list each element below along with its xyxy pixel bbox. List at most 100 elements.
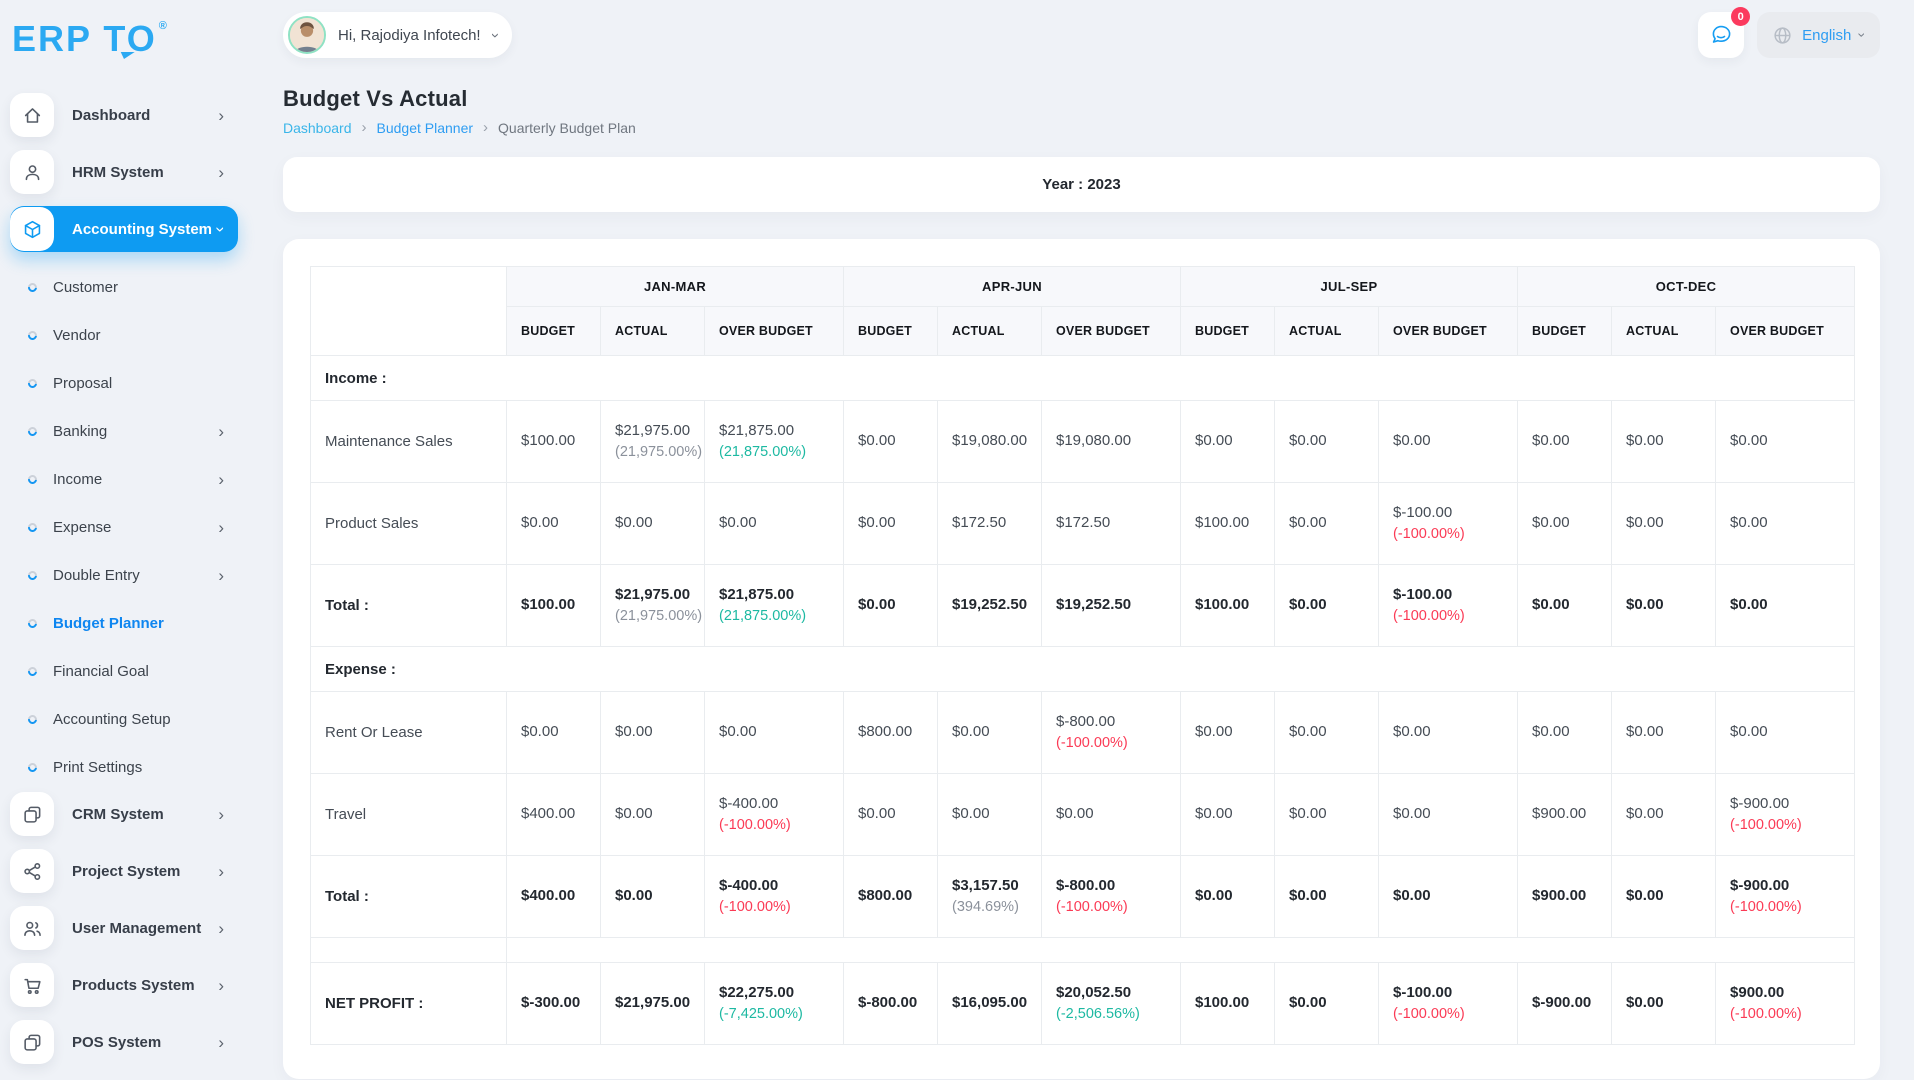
- bullet-icon: [26, 472, 39, 486]
- cell-budget: $0.00: [1517, 564, 1613, 647]
- column-header-actual: ACTUAL: [937, 306, 1042, 356]
- sidebar-item-accounting-system[interactable]: Accounting System ›: [10, 206, 238, 252]
- amount-value: $0.00: [952, 723, 990, 741]
- sidebar-subitem-label: Double Entry: [53, 566, 140, 584]
- user-greeting: Hi, Rajodiya Infotech!: [338, 26, 481, 44]
- user-avatar: [288, 16, 326, 54]
- percent-value: (21,875.00%): [719, 607, 807, 624]
- sidebar-item-pos-system[interactable]: POS System ›: [10, 1019, 238, 1065]
- sidebar-item-accounting-setup[interactable]: Accounting Setup: [0, 695, 250, 743]
- users-icon: [10, 906, 54, 950]
- amount-value: $-900.00: [1532, 994, 1592, 1012]
- chevron-down-icon: ›: [486, 32, 504, 38]
- cell-over-budget: $900.00 (-100.00%): [1715, 962, 1856, 1045]
- percent-value: (-100.00%): [1730, 1005, 1802, 1022]
- percent-value: (21,975.00%): [615, 607, 703, 624]
- year-label: Year : 2023: [1042, 176, 1121, 193]
- amount-value: $0.00: [1393, 887, 1431, 905]
- notification-badge: 0: [1731, 7, 1751, 26]
- sidebar-item-products-system[interactable]: Products System ›: [10, 962, 238, 1008]
- cell-budget: $100.00: [1180, 564, 1275, 647]
- sidebar-item-vendor[interactable]: Vendor: [0, 311, 250, 359]
- breadcrumb-budget-planner[interactable]: Budget Planner: [376, 119, 474, 136]
- cell-budget: $400.00: [506, 773, 601, 856]
- cell-actual: $0.00: [1611, 482, 1717, 565]
- cell-budget: $-300.00: [506, 962, 601, 1045]
- quarter-header-oct-dec: OCT-DEC: [1517, 266, 1856, 307]
- user-menu[interactable]: Hi, Rajodiya Infotech! ›: [283, 12, 512, 58]
- amount-value: $21,975.00: [615, 422, 691, 440]
- cell-actual: $0.00: [600, 691, 705, 774]
- amount-value: $-800.00: [1056, 877, 1116, 895]
- page-header: Budget Vs Actual Dashboard › Budget Planne…: [250, 62, 1914, 136]
- sidebar-item-user-management[interactable]: User Management ›: [10, 905, 238, 951]
- percent-value: (-100.00%): [1730, 816, 1802, 833]
- cart-icon: [10, 963, 54, 1007]
- amount-value: $-400.00: [719, 877, 779, 895]
- column-header-over-budget: OVER BUDGET: [1377, 306, 1519, 356]
- amount-value: $0.00: [719, 514, 757, 532]
- breadcrumb-dashboard[interactable]: Dashboard: [283, 119, 352, 136]
- section-row-income: Income :: [309, 355, 1856, 401]
- cell-actual: $19,252.50: [937, 564, 1042, 647]
- column-header-budget: BUDGET: [843, 306, 938, 356]
- amount-value: $0.00: [1393, 805, 1431, 823]
- year-header: Year : 2023: [283, 157, 1880, 212]
- amount-value: $22,275.00: [719, 984, 795, 1002]
- messages-button[interactable]: 0: [1698, 7, 1751, 58]
- sidebar-item-customer[interactable]: Customer: [0, 263, 250, 311]
- sidebar-item-crm-system[interactable]: CRM System ›: [10, 791, 238, 837]
- home-icon: [10, 93, 54, 137]
- row-label: Rent Or Lease: [310, 691, 507, 774]
- sidebar-item-hrm-system[interactable]: HRM System ›: [10, 149, 238, 195]
- sidebar-item-proposal[interactable]: Proposal: [0, 359, 250, 407]
- sidebar-item-double-entry[interactable]: Double Entry ›: [0, 551, 250, 599]
- amount-value: $0.00: [1532, 514, 1570, 532]
- cell-over-budget: $-400.00 (-100.00%): [704, 773, 844, 856]
- sidebar-item-label: CRM System: [72, 805, 164, 823]
- amount-value: $-100.00: [1393, 504, 1453, 522]
- sidebar-item-banking[interactable]: Banking ›: [0, 407, 250, 455]
- chevron-right-icon: ›: [218, 105, 224, 125]
- cell-actual: $0.00: [600, 773, 705, 856]
- cell-over-budget: $-900.00 (-100.00%): [1715, 773, 1856, 856]
- breadcrumb-quarterly-budget-plan: Quarterly Budget Plan: [498, 119, 636, 136]
- topbar-actions: 0 English ›: [1698, 7, 1880, 58]
- sidebar-item-project-system[interactable]: Project System ›: [10, 848, 238, 894]
- amount-value: $0.00: [615, 887, 653, 905]
- amount-value: $0.00: [858, 596, 896, 614]
- language-selector[interactable]: English ›: [1757, 12, 1880, 58]
- cell-budget: $0.00: [1180, 400, 1275, 483]
- amount-value: $0.00: [1393, 723, 1431, 741]
- cell-actual: $0.00: [1611, 855, 1717, 938]
- cell-over-budget: $-800.00 (-100.00%): [1041, 855, 1181, 938]
- language-label: English: [1802, 26, 1852, 44]
- app-logo[interactable]: ERP TO ®: [0, 10, 167, 66]
- amount-value: $-100.00: [1393, 984, 1453, 1002]
- sidebar-item-label: User Management: [72, 919, 202, 937]
- sidebar-item-income[interactable]: Income ›: [0, 455, 250, 503]
- cell-budget: $-900.00: [1517, 962, 1613, 1045]
- quarter-header-jan-mar: JAN-MAR: [506, 266, 844, 307]
- sidebar-item-expense[interactable]: Expense ›: [0, 503, 250, 551]
- sidebar-item-financial-goal[interactable]: Financial Goal: [0, 647, 250, 695]
- sidebar-item-print-settings[interactable]: Print Settings: [0, 743, 250, 791]
- cell-over-budget: $-100.00 (-100.00%): [1377, 564, 1519, 647]
- amount-value: $0.00: [1626, 723, 1664, 741]
- sidebar-subitem-label: Proposal: [53, 374, 113, 392]
- amount-value: $0.00: [1289, 723, 1327, 741]
- chevron-down-icon: ›: [1854, 32, 1871, 38]
- section-label: Income :: [309, 355, 1856, 401]
- quarter-header-jul-sep: JUL-SEP: [1179, 266, 1519, 307]
- cell-actual: $3,157.50 (394.69%): [937, 855, 1042, 938]
- sidebar-item-dashboard[interactable]: Dashboard ›: [10, 92, 238, 138]
- sidebar-item-budget-planner[interactable]: Budget Planner: [0, 599, 250, 647]
- sidebar-item-label: Products System: [72, 976, 195, 994]
- bullet-icon: [26, 424, 39, 438]
- chevron-right-icon: ›: [218, 469, 224, 489]
- copy-icon: [10, 1020, 54, 1064]
- amount-value: $800.00: [858, 887, 913, 905]
- amount-value: $0.00: [1393, 432, 1431, 450]
- bullet-icon: [26, 760, 39, 774]
- sidebar-subitem-label: Financial Goal: [53, 662, 149, 680]
